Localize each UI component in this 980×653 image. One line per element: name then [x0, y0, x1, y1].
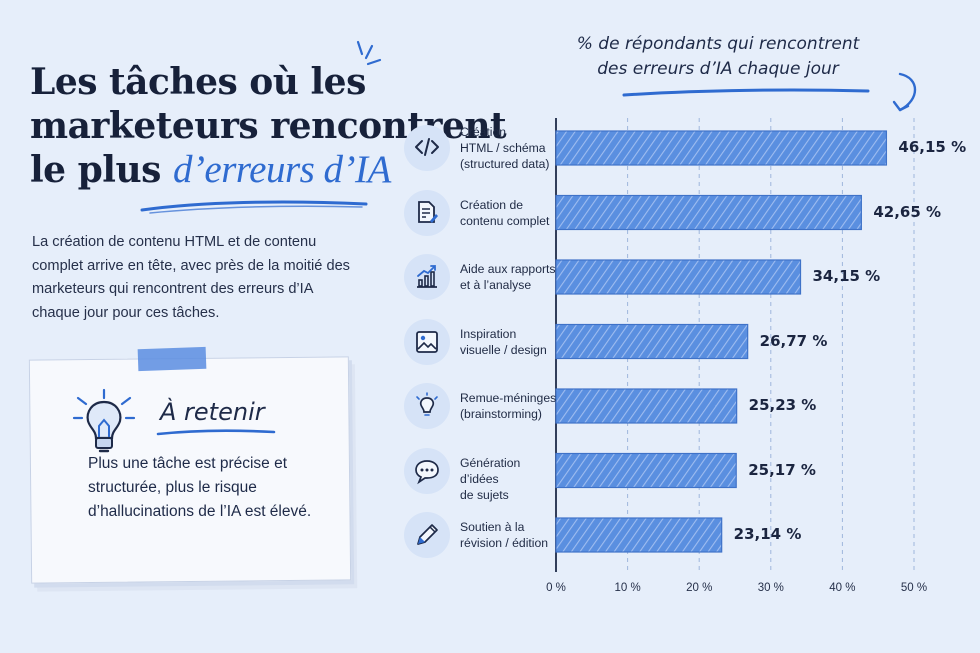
note-heading: À retenir — [160, 398, 265, 426]
page-title: Les tâches où les marketeurs rencontrent… — [30, 60, 507, 192]
lightbulb-icon — [404, 383, 450, 429]
bar-value-label: 34,15 % — [812, 267, 881, 285]
chart-title-underline — [622, 88, 870, 97]
bar — [555, 323, 749, 360]
category-label-line: Aide aux rapports — [460, 262, 556, 276]
title-line-3-plain: le plus — [30, 149, 173, 191]
bar — [555, 259, 802, 295]
bar — [555, 517, 723, 553]
pencil-icon — [404, 512, 450, 558]
curved-arrow-icon — [892, 72, 917, 112]
code-icon — [404, 125, 450, 171]
image-icon — [404, 318, 450, 365]
note-text: Plus une tâche est précise et structurée… — [88, 455, 312, 520]
category-label-line: Génération d’idées — [460, 455, 521, 486]
x-tick-label: 40 % — [829, 582, 856, 594]
category-label: Génération d’idées de sujets — [460, 455, 560, 503]
title-line-1: Les tâches où les — [30, 61, 366, 103]
x-tick-label: 0 % — [546, 582, 566, 594]
category-label-line: et à l’analyse — [460, 278, 532, 292]
bar-value-label: 25,23 % — [748, 396, 817, 414]
category-label: Remue-méninges (brainstorming) — [460, 390, 560, 422]
title-accent: d’erreurs d’IA — [172, 148, 391, 191]
x-tick-label: 50 % — [900, 582, 928, 594]
category-label-line: (structured data) — [460, 157, 550, 171]
bar-value-label: 26,77 % — [759, 331, 828, 350]
category-label: Inspiration visuelle / design — [460, 326, 560, 358]
tape-decoration — [137, 346, 207, 372]
note-heading-underline — [156, 429, 276, 436]
bar — [555, 194, 862, 231]
x-tick-label: 10 % — [614, 582, 641, 594]
title-line-3: le plus d’erreurs d’IA — [30, 148, 391, 192]
category-label-line: HTML / schéma — [460, 141, 546, 155]
chart-title: % de répondants qui rencontrent des erre… — [548, 32, 888, 82]
x-tick-label: 20 % — [686, 582, 713, 594]
x-tick-label: 30 % — [757, 582, 784, 594]
category-label-line: (brainstorming) — [460, 407, 542, 421]
bar — [555, 452, 737, 489]
category-label-line: Création — [460, 125, 507, 139]
title-line-2: marketeurs rencontrent — [30, 105, 507, 147]
category-label-line: visuelle / design — [460, 342, 547, 357]
category-label: Création de contenu complet — [460, 197, 560, 229]
description-text: La création de contenu HTML et de conten… — [32, 234, 350, 321]
bar — [555, 388, 738, 424]
category-label: Création HTML / schéma (structured data) — [460, 124, 560, 172]
category-label-line: révision / édition — [460, 536, 549, 550]
document-icon — [404, 189, 450, 236]
bar — [555, 130, 888, 166]
bar-value-label: 42,65 % — [873, 202, 942, 221]
category-label: Soutien à la révision / édition — [460, 519, 560, 551]
category-label-line: Remue-méninges — [460, 391, 557, 405]
sparkle-decoration-icon — [356, 40, 382, 66]
category-label-line: de sujets — [460, 487, 509, 502]
category-label: Aide aux rapports et à l’analyse — [460, 261, 560, 293]
lightbulb-idea-icon — [72, 388, 136, 453]
title-underline-stroke — [140, 200, 368, 214]
bar-value-label: 23,14 % — [733, 525, 802, 543]
chart-title-line-1: % de répondants qui rencontrent — [576, 34, 860, 54]
bar-value-label: 46,15 % — [898, 138, 967, 156]
category-label-line: Inspiration — [460, 326, 517, 341]
category-label-line: Création de — [460, 197, 524, 212]
chat-bubble-icon — [404, 447, 450, 494]
category-label-line: contenu complet — [460, 213, 550, 228]
bar-value-label: 25,17 % — [748, 460, 816, 479]
chart-title-line-2: des erreurs d’IA chaque jour — [597, 59, 839, 79]
chart-growth-icon — [404, 254, 450, 300]
category-label-line: Soutien à la — [460, 520, 525, 534]
